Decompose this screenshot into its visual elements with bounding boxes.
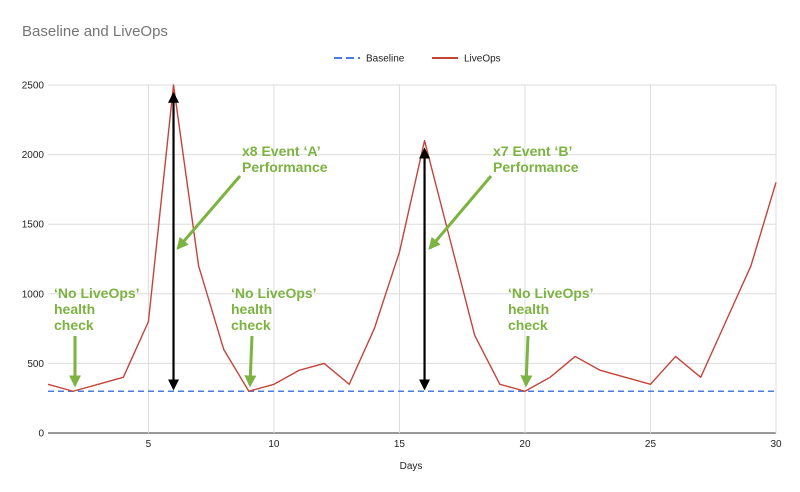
y-tick-label: 0 xyxy=(38,429,44,440)
annotation-text: x8 Event ‘A’ xyxy=(242,143,321,159)
x-tick-label: 20 xyxy=(519,439,531,450)
x-tick-label: 25 xyxy=(645,439,657,450)
series-group xyxy=(47,84,777,392)
annotation-pointer-arrow xyxy=(520,335,533,388)
legend: Baseline LiveOps xyxy=(334,54,501,65)
annotation-text: check xyxy=(231,317,271,333)
legend-label: LiveOps xyxy=(464,54,501,65)
x-tick-label: 5 xyxy=(146,439,152,450)
x-axis-ticks: 5 10 15 20 25 30 xyxy=(146,439,782,450)
legend-label: Baseline xyxy=(366,54,405,65)
annotation-text: Performance xyxy=(493,159,579,175)
x-tick-label: 30 xyxy=(770,439,782,450)
annotation-text: health xyxy=(231,301,272,317)
y-axis-ticks: 0 500 1000 1500 2000 2500 xyxy=(22,81,45,440)
annotation-pointer-arrow xyxy=(176,175,242,250)
annotation-text: health xyxy=(508,301,549,317)
x-tick-label: 15 xyxy=(394,439,406,450)
annotation-text: Performance xyxy=(242,159,328,175)
y-tick-label: 1000 xyxy=(22,289,45,300)
y-tick-label: 2500 xyxy=(22,81,45,92)
annotation-event-b: x7 Event ‘B’Performance xyxy=(419,143,579,391)
annotation-text: x7 Event ‘B’ xyxy=(493,143,572,159)
annotation-text: health xyxy=(54,301,95,317)
chart-title: Baseline and LiveOps xyxy=(22,23,168,40)
x-axis-label: Days xyxy=(400,461,423,472)
x-tick-label: 10 xyxy=(268,439,280,450)
gridlines xyxy=(48,84,777,434)
annotation-text: check xyxy=(508,317,548,333)
y-tick-label: 500 xyxy=(27,359,44,370)
annotation-text: ‘No LiveOps’ xyxy=(508,285,594,301)
annotation-text: ‘No LiveOps’ xyxy=(54,285,140,301)
y-tick-label: 2000 xyxy=(22,150,45,161)
series-line-liveops xyxy=(47,84,777,392)
annotation-event-a: x8 Event ‘A’Performance xyxy=(168,91,328,391)
annotation-text: ‘No LiveOps’ xyxy=(231,285,317,301)
annotation-text: check xyxy=(54,317,94,333)
y-tick-label: 1500 xyxy=(22,220,45,231)
annotation-pointer-arrow xyxy=(244,335,257,388)
annotation-pointer-arrow xyxy=(428,175,493,250)
